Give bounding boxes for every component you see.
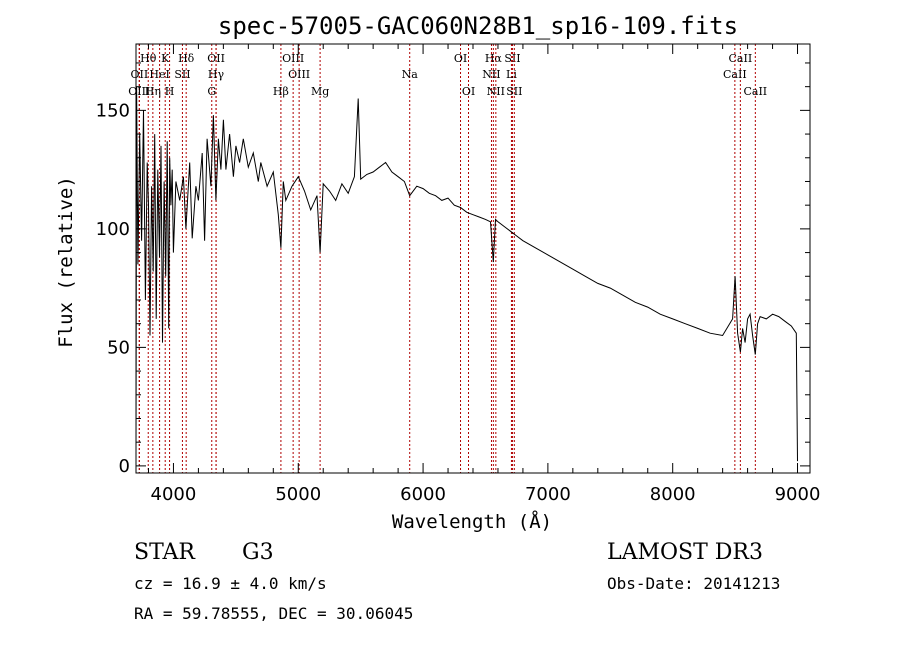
line-label-13: OIII bbox=[288, 68, 310, 81]
line-label-2: OIII bbox=[128, 85, 150, 98]
line-label-17: OI bbox=[454, 52, 467, 65]
line-label-24: SII bbox=[506, 85, 522, 98]
line-label-0: Hθ bbox=[140, 52, 157, 65]
line-label-16: Na bbox=[402, 68, 419, 81]
line-label-7: SII bbox=[174, 68, 190, 81]
line-label-18: OI bbox=[462, 85, 475, 98]
chart-title: spec-57005-GAC060N28B1_sp16-109.fits bbox=[218, 12, 738, 40]
line-label-1: OII bbox=[131, 68, 149, 81]
series-line-0 bbox=[135, 86, 798, 462]
spectral-subclass: G3 bbox=[242, 540, 274, 565]
x-tick-label-6000: 6000 bbox=[400, 484, 446, 505]
line-label-19: Hα bbox=[485, 52, 503, 65]
line-label-10: Hγ bbox=[208, 68, 225, 81]
line-label-20: SII bbox=[504, 52, 520, 65]
y-tick-label-0: 0 bbox=[119, 456, 130, 477]
x-axis-title: Wavelength (Å) bbox=[392, 510, 552, 533]
x-tick-label-9000: 9000 bbox=[775, 484, 821, 505]
line-label-23: NII bbox=[487, 85, 505, 98]
survey-name: LAMOST DR3 bbox=[607, 540, 763, 565]
y-tick-label-50: 50 bbox=[107, 337, 130, 358]
line-label-22: Li bbox=[506, 68, 517, 81]
line-label-27: CaII bbox=[743, 85, 767, 98]
series-layer bbox=[135, 86, 798, 462]
line-label-5: Hη bbox=[145, 85, 161, 98]
x-tick-label-5000: 5000 bbox=[275, 484, 321, 505]
object-class: STAR bbox=[134, 540, 196, 565]
axis-ticks: 4000 5000 6000 7000 8000 9000 0 50 100 150 bbox=[96, 44, 821, 505]
line-label-11: G bbox=[207, 85, 216, 98]
y-tick-label-150: 150 bbox=[96, 100, 130, 121]
line-label-12: OIII bbox=[282, 52, 304, 65]
line-label-25: CaII bbox=[729, 52, 753, 65]
line-label-26: CaII bbox=[723, 68, 747, 81]
coordinates: RA = 59.78555, DEC = 30.06045 bbox=[134, 604, 413, 623]
line-label-14: Hβ bbox=[273, 85, 289, 98]
line-label-6: Hδ bbox=[178, 52, 195, 65]
line-label-21: NII bbox=[482, 68, 500, 81]
line-label-4: HeI bbox=[149, 68, 169, 81]
y-tick-label-100: 100 bbox=[96, 219, 130, 240]
line-label-3: K bbox=[161, 52, 170, 65]
x-tick-label-8000: 8000 bbox=[650, 484, 696, 505]
line-label-15: Mg bbox=[311, 85, 329, 98]
redshift-readout: cz = 16.9 ± 4.0 km/s bbox=[134, 574, 327, 593]
plot-frame bbox=[135, 43, 811, 474]
y-axis-title: Flux (relative) bbox=[55, 176, 77, 348]
x-tick-label-4000: 4000 bbox=[151, 484, 197, 505]
x-tick-label-7000: 7000 bbox=[525, 484, 571, 505]
obs-date: Obs-Date: 20141213 bbox=[607, 574, 780, 593]
line-label-8: H bbox=[165, 85, 175, 98]
